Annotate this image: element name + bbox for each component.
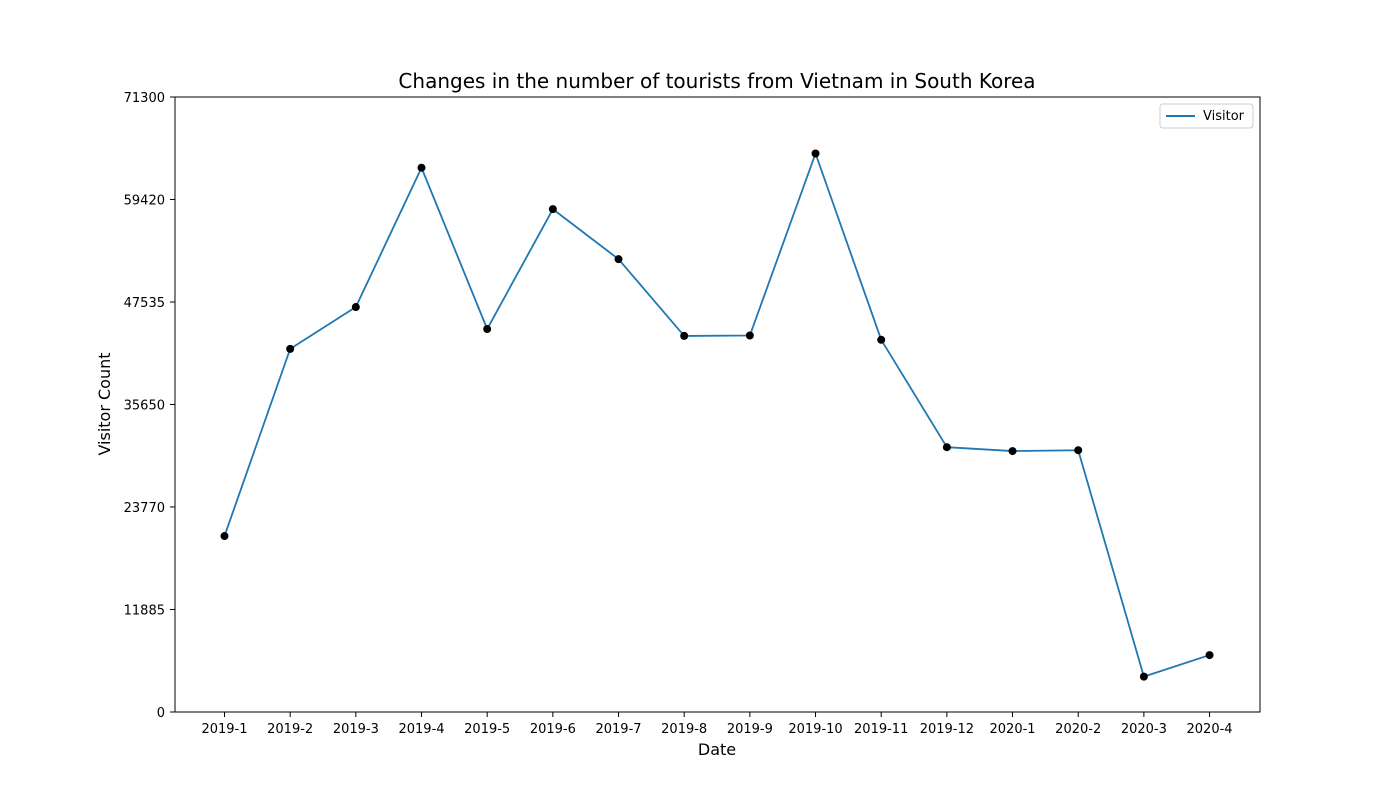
x-axis-ticks: 2019-1 2019-2 2019-3 2019-4 2019-5 2019-6 2019… [201,712,1233,737]
y-tick-label: 71300 [124,91,165,106]
x-tick-label: 2019-3 [333,722,379,737]
data-point [483,325,492,334]
y-tick-label: 59420 [124,193,165,208]
data-point [286,344,295,353]
x-tick-label: 2019-11 [854,722,908,737]
series-group [220,149,1214,681]
y-tick-label: 47535 [124,296,165,311]
x-tick-label: 2020-4 [1187,722,1233,737]
y-axis-label: Visitor Count [95,352,114,455]
chart-title: Changes in the number of tourists from V… [398,69,1035,93]
plot-area-frame [174,96,1261,713]
x-tick-label: 2019-10 [788,722,842,737]
data-point [417,163,426,172]
x-tick-label: 2020-2 [1055,722,1101,737]
data-point [745,331,754,340]
x-tick-label: 2019-5 [464,722,510,737]
x-tick-label: 2019-2 [267,722,313,737]
legend: Visitor [1159,103,1254,129]
x-tick-label: 2019-1 [201,722,247,737]
data-point [811,149,820,158]
legend-label: Visitor [1203,109,1245,124]
data-point [877,335,886,344]
data-point [614,255,623,264]
series-line [223,152,1210,678]
data-point [548,205,557,214]
data-point [1074,446,1083,455]
x-tick-label: 2019-6 [530,722,576,737]
x-tick-label: 2019-9 [727,722,773,737]
y-axis-ticks: 0 11885 23770 35650 47535 59420 71300 [124,91,175,721]
y-tick-label: 0 [157,706,165,721]
x-tick-label: 2019-7 [595,722,641,737]
x-tick-label: 2019-8 [661,722,707,737]
data-point [220,532,229,541]
x-tick-label: 2020-3 [1121,722,1167,737]
x-axis-label: Date [698,740,736,759]
data-point [1139,672,1148,681]
data-point [680,331,689,340]
y-tick-label: 35650 [124,399,165,414]
x-tick-label: 2019-12 [920,722,974,737]
data-point [942,443,951,452]
y-tick-label: 23770 [124,501,165,516]
data-point [1205,651,1214,660]
data-point [1008,447,1017,456]
x-tick-label: 2019-4 [398,722,444,737]
data-point [351,303,360,312]
x-tick-label: 2020-1 [990,722,1036,737]
legend-box [1159,103,1254,129]
y-tick-label: 11885 [124,603,165,618]
